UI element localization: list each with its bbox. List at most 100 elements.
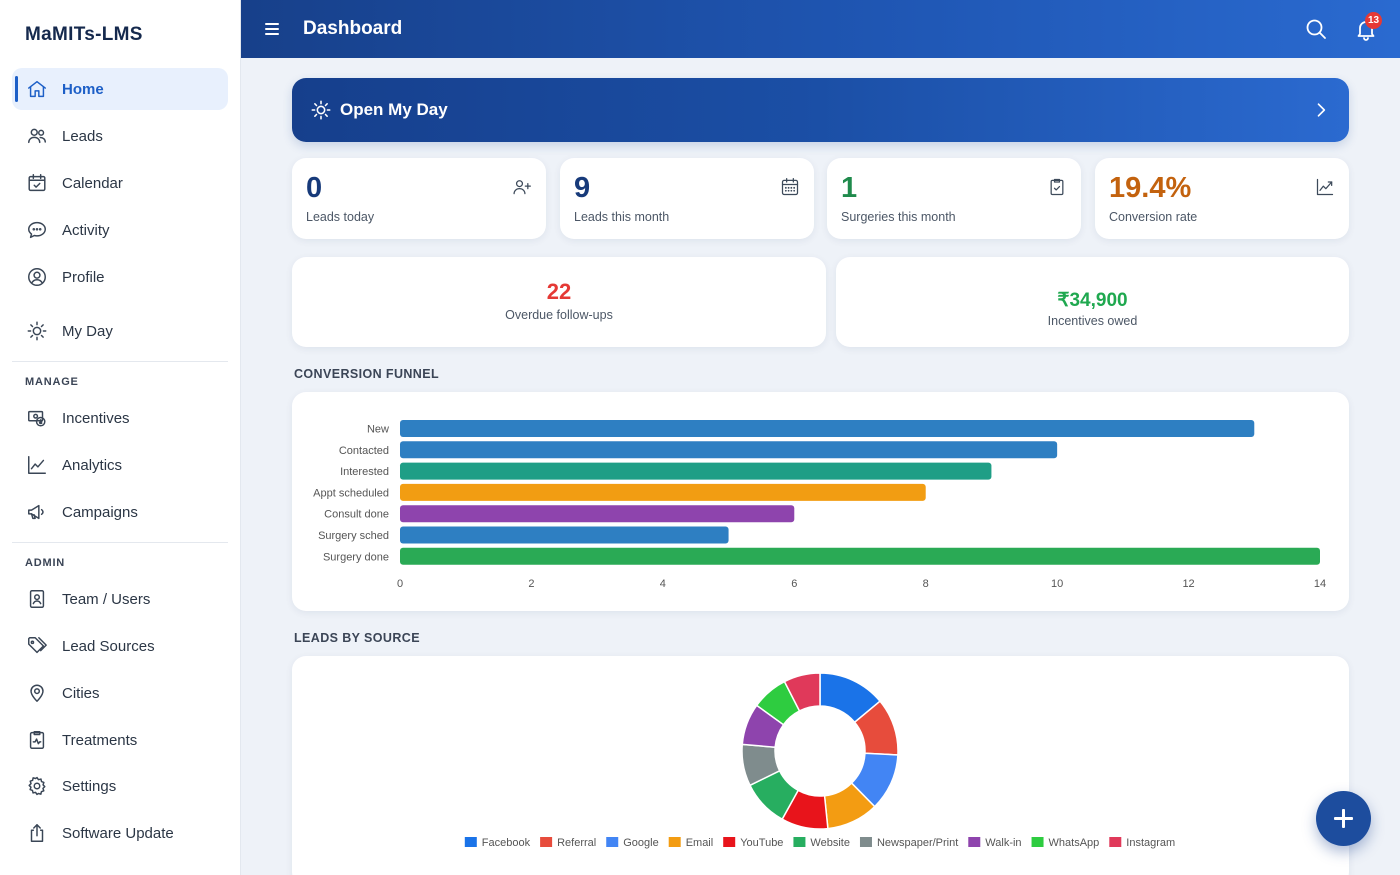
funnel-tick-label: 14	[1314, 578, 1326, 590]
stat-card-leads-this-month[interactable]: 9 Leads this month	[560, 158, 814, 239]
sidebar-item-cities[interactable]: Cities	[12, 672, 228, 714]
sidebar-item-label: Incentives	[62, 409, 130, 427]
open-my-day-button[interactable]: Open My Day	[292, 78, 1349, 142]
sidebar-item-activity[interactable]: Activity	[12, 209, 228, 251]
hamburger-menu-icon[interactable]	[263, 19, 283, 39]
legend-swatch	[540, 837, 553, 847]
sidebar-divider	[12, 542, 228, 543]
funnel-bar	[400, 505, 795, 523]
stat-label: Leads today	[306, 210, 375, 224]
legend-label: Email	[686, 837, 714, 849]
gear-icon	[25, 774, 49, 798]
clipboard-pulse-icon	[25, 728, 49, 752]
funnel-bar	[400, 441, 1058, 459]
funnel-tick-label: 6	[791, 578, 797, 590]
search-icon[interactable]	[1304, 17, 1328, 41]
funnel-category-label: Surgery done	[323, 551, 389, 563]
legend-label: Referral	[557, 837, 596, 849]
sidebar-item-settings[interactable]: Settings	[12, 765, 228, 807]
legend-swatch	[723, 837, 736, 847]
sidebar-item-team-users[interactable]: Team / Users	[12, 578, 228, 620]
sidebar-section-admin: ADMIN	[25, 557, 66, 569]
sidebar-item-campaigns[interactable]: Campaigns	[12, 491, 228, 533]
leads-by-source-card: Facebook Referral Google Email YouTube Websit…	[292, 656, 1349, 875]
top-header: Dashboard 13	[241, 0, 1400, 58]
stat-card-leads-today[interactable]: 0 Leads today	[292, 158, 546, 239]
incentives-value: ₹34,900	[1057, 290, 1128, 311]
legend-swatch	[606, 837, 619, 847]
sidebar-section-manage: MANAGE	[25, 376, 79, 388]
sidebar-item-home[interactable]: Home	[12, 68, 228, 110]
sidebar-item-treatments[interactable]: Treatments	[12, 719, 228, 761]
megaphone-icon	[25, 500, 49, 524]
open-my-day-label: Open My Day	[340, 100, 448, 119]
sidebar-item-software-update[interactable]: Software Update	[12, 812, 228, 854]
home-icon	[25, 77, 49, 101]
sidebar-item-label: Software Update	[62, 824, 174, 842]
sidebar-item-my-day[interactable]: My Day	[12, 310, 228, 352]
sidebar-item-label: Cities	[62, 684, 100, 702]
upload-icon	[25, 821, 49, 845]
funnel-tick-label: 8	[923, 578, 929, 590]
funnel-tick-label: 12	[1182, 578, 1194, 590]
conversion-funnel-card: New Contacted Interested Appt scheduled Cons…	[292, 392, 1349, 611]
funnel-bar	[400, 483, 926, 501]
sidebar-item-profile[interactable]: Profile	[12, 256, 228, 298]
legend-swatch	[859, 837, 872, 847]
legend-label: Website	[810, 837, 850, 849]
legend-label: Newspaper/Print	[877, 837, 958, 849]
funnel-tick-label: 0	[397, 578, 403, 590]
funnel-tick-label: 10	[1051, 578, 1063, 590]
legend-swatch	[968, 837, 981, 847]
map-pin-icon	[25, 681, 49, 705]
sidebar-item-lead-sources[interactable]: Lead Sources	[12, 625, 228, 667]
funnel-bar	[400, 526, 729, 544]
legend-label: Instagram	[1126, 837, 1175, 849]
stat-label: Leads this month	[574, 210, 670, 224]
users-icon	[25, 124, 49, 148]
sun-icon	[25, 319, 49, 343]
overdue-followups-card[interactable]: 22 Overdue follow-ups	[292, 257, 826, 347]
conversion-funnel-title: CONVERSION FUNNEL	[294, 367, 440, 381]
sun-icon	[310, 99, 332, 121]
conversion-funnel-chart: New Contacted Interested Appt scheduled Cons…	[313, 420, 1326, 590]
notification-count-badge: 13	[1365, 12, 1383, 29]
legend-label: Walk-in	[985, 837, 1021, 849]
add-fab-button[interactable]	[1316, 791, 1371, 846]
sidebar-item-label: Team / Users	[62, 590, 151, 608]
tags-icon	[25, 634, 49, 658]
sidebar-item-incentives[interactable]: Incentives	[12, 397, 228, 439]
sidebar-divider	[12, 361, 228, 362]
user-plus-icon	[512, 177, 532, 197]
overdue-value: 22	[546, 279, 572, 304]
incentives-owed-card[interactable]: ₹34,900 Incentives owed	[836, 257, 1349, 347]
sidebar-item-label: Activity	[62, 221, 110, 239]
calendar-check-icon	[25, 171, 49, 195]
id-badge-icon	[25, 587, 49, 611]
sidebar-item-label: Analytics	[62, 456, 123, 474]
sidebar-item-label: Lead Sources	[62, 637, 155, 655]
funnel-category-label: Consult done	[324, 509, 389, 521]
stat-label: Surgeries this month	[841, 210, 956, 224]
funnel-category-label: Appt scheduled	[313, 487, 389, 499]
app-brand: MaMITs-LMS	[25, 24, 143, 45]
funnel-bar	[400, 420, 1255, 437]
sidebar-item-leads[interactable]: Leads	[12, 115, 228, 157]
user-circle-icon	[25, 265, 49, 289]
legend-label: WhatsApp	[1049, 837, 1100, 849]
stat-card-conversion-rate[interactable]: 19.4% Conversion rate	[1095, 158, 1349, 239]
sidebar-item-calendar[interactable]: Calendar	[12, 162, 228, 204]
sidebar-item-label: My Day	[62, 322, 113, 340]
chat-bubble-icon	[25, 218, 49, 242]
donut-slice	[783, 672, 821, 712]
chevron-right-icon	[1311, 100, 1331, 120]
sidebar-item-label: Calendar	[62, 174, 123, 192]
sidebar-item-label: Treatments	[62, 731, 138, 749]
incentives-label: Incentives owed	[1047, 314, 1138, 328]
legend-swatch	[1031, 837, 1044, 847]
funnel-category-label: Interested	[340, 466, 389, 478]
stat-value: 1	[841, 172, 858, 204]
stat-card-surgeries-this-month[interactable]: 1 Surgeries this month	[827, 158, 1081, 239]
legend-label: Facebook	[482, 837, 531, 849]
sidebar-item-analytics[interactable]: Analytics	[12, 444, 228, 486]
